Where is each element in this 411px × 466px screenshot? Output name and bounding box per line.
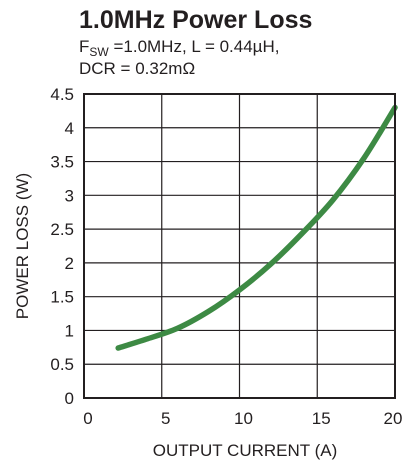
tick-labels: 0 0.5 1 1.5 2 2.5 3 3.5 4 4.5 0 5 10 15 20 — [50, 85, 402, 428]
y-tick-label: 4 — [65, 119, 74, 138]
x-axis-label: OUTPUT CURRENT (A) — [153, 441, 338, 460]
grid-lines — [83, 93, 396, 399]
y-tick-label: 0 — [65, 389, 74, 408]
x-tick-label: 5 — [161, 409, 170, 428]
plot-frame — [83, 93, 396, 399]
chart-title: 1.0MHz Power Loss — [79, 6, 312, 34]
y-tick-label: 1.5 — [50, 288, 74, 307]
y-axis-label: POWER LOSS (W) — [13, 173, 32, 319]
y-tick-label: 1 — [65, 321, 74, 340]
subtitle-f-symbol: F — [79, 37, 89, 56]
y-tick-label: 0.5 — [50, 355, 74, 374]
y-tick-label: 3.5 — [50, 153, 74, 172]
subtitle-f-rest: =1.0MHz, L = 0.44µH, — [109, 37, 280, 56]
x-tick-label: 15 — [312, 409, 331, 428]
subtitle-f-subscript: SW — [89, 45, 109, 59]
y-tick-label: 4.5 — [50, 85, 74, 104]
y-tick-label: 3 — [65, 186, 74, 205]
y-tick-label: 2 — [65, 254, 74, 273]
chart-subtitle-line-2: DCR = 0.32mΩ — [79, 59, 195, 78]
x-tick-label: 10 — [234, 409, 253, 428]
series-line-power-loss — [115, 104, 398, 351]
x-tick-label: 0 — [83, 409, 92, 428]
x-tick-label: 20 — [384, 409, 403, 428]
chart-subtitle-line-1: FSW =1.0MHz, L = 0.44µH, — [79, 37, 279, 59]
y-tick-label: 2.5 — [50, 220, 74, 239]
